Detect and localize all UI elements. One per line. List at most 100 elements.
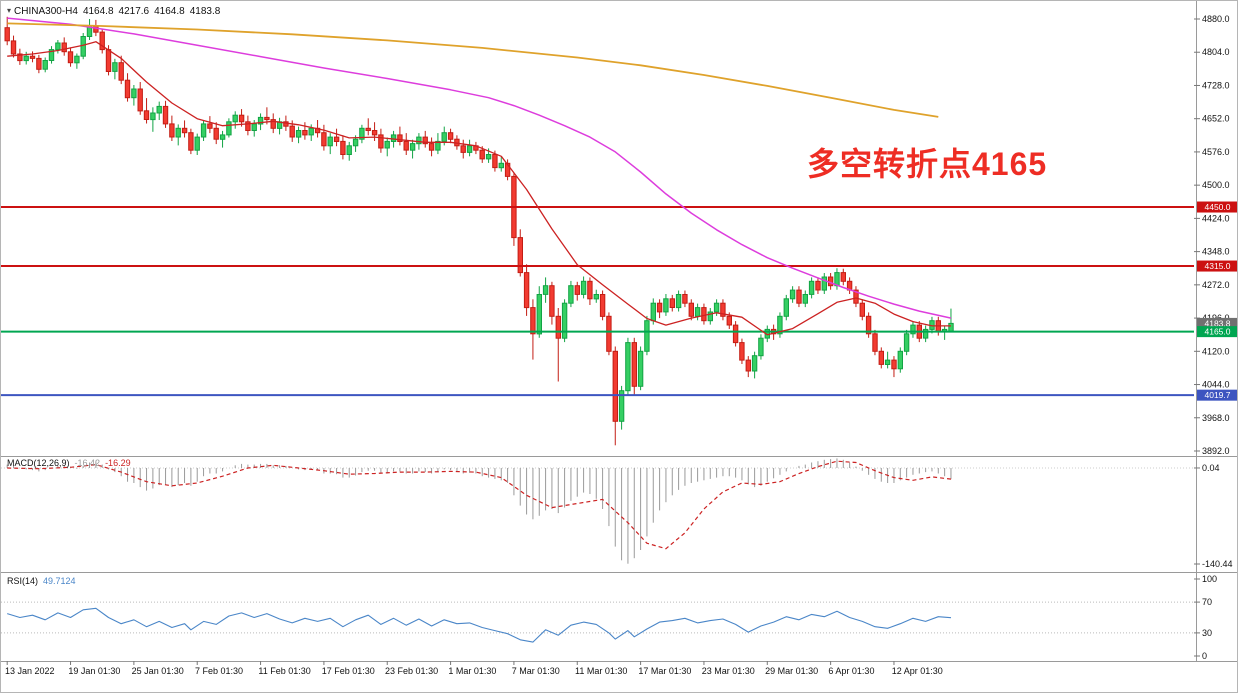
candle-body [131, 88, 137, 99]
time-label: 17 Mar 01:30 [638, 666, 691, 676]
candle-body [181, 127, 188, 134]
candle-body [4, 27, 10, 42]
candle-body [574, 285, 580, 295]
time-label: 11 Mar 01:30 [575, 666, 627, 676]
candle-body [321, 132, 327, 147]
candle-body [910, 324, 916, 335]
candle-body [251, 123, 257, 132]
candle-body [498, 162, 505, 169]
candle-body [568, 285, 574, 304]
candle-body [397, 134, 403, 142]
time-label: 11 Feb 01:30 [258, 666, 310, 676]
price-tag-label: 4450.0 [1205, 202, 1231, 212]
candle-body [884, 359, 891, 366]
candle-body [118, 62, 124, 81]
candle-body [200, 123, 207, 138]
time-label: 1 Mar 01:30 [448, 666, 496, 676]
candle-body [612, 350, 618, 422]
time-label: 7 Mar 01:30 [512, 666, 560, 676]
price-tick-label: 3968.0 [1202, 413, 1230, 423]
ohlc-open: 4164.8 [82, 6, 114, 17]
macd-name: MACD(12,26,9) [7, 458, 70, 468]
price-tick-label: 4804.0 [1202, 47, 1230, 57]
candle-body [245, 121, 251, 132]
price-tag-label: 4183.8 [1205, 318, 1231, 328]
candle-body [517, 237, 523, 274]
candle-body [162, 105, 169, 125]
candle-body [42, 60, 48, 70]
symbol-dropdown-icon[interactable]: ▾ [7, 6, 12, 15]
candle-body [853, 289, 859, 304]
candle-body [36, 57, 42, 70]
candle-body [219, 134, 226, 140]
candle-body [479, 149, 485, 160]
candle-body [536, 294, 542, 335]
candle-body [23, 55, 29, 62]
ohlc-close: 4183.8 [189, 6, 221, 17]
candle-body [618, 390, 625, 422]
candle-body [340, 140, 346, 155]
candle-body [137, 88, 143, 112]
candle-body [561, 302, 568, 339]
macd-value-signal: -16.29 [105, 458, 131, 468]
macd-tick-label: -140.44 [1202, 559, 1233, 569]
time-label: 25 Jan 01:30 [132, 666, 184, 676]
candle-body [606, 315, 612, 352]
price-tag-label: 4315.0 [1205, 261, 1231, 271]
price-tick-label: 4728.0 [1202, 80, 1230, 90]
candle-body [99, 31, 105, 51]
candle-body [707, 311, 713, 322]
candle-body [213, 127, 219, 140]
candle-body [302, 130, 308, 136]
candle-body [289, 125, 295, 138]
candle-body [295, 130, 302, 138]
candle-body [802, 294, 808, 304]
rsi-indicator-label: RSI(14) 49.7124 [7, 576, 76, 586]
candle-body [175, 127, 181, 138]
time-label: 23 Feb 01:30 [385, 666, 438, 676]
candle-body [922, 328, 929, 339]
candle-body [891, 359, 897, 370]
candle-body [226, 121, 232, 136]
candle-body [777, 315, 783, 335]
candle-body [346, 145, 352, 156]
candle-body [384, 140, 390, 149]
price-tick-label: 4272.0 [1202, 280, 1230, 290]
candle-body [549, 285, 555, 317]
rsi-tick-label: 30 [1202, 628, 1212, 638]
price-tick-label: 4120.0 [1202, 346, 1230, 356]
candle-body [732, 324, 739, 344]
ohlc-high: 4217.6 [118, 6, 150, 17]
candle-body [701, 307, 707, 322]
candle-body [74, 55, 80, 64]
candle-body [105, 49, 112, 72]
candle-body [257, 116, 264, 125]
candle-body [416, 136, 422, 145]
candle-body [352, 138, 359, 147]
candle-body [593, 294, 599, 300]
candle-body [859, 302, 865, 317]
candle-body [688, 302, 694, 317]
candle-body [48, 49, 55, 61]
ma-fast-line [7, 41, 951, 336]
candle-body [264, 116, 270, 121]
candle-body [435, 140, 441, 151]
macd-tick-label: 0.04 [1202, 463, 1220, 473]
price-tick-label: 4652.0 [1202, 114, 1230, 124]
candle-body [897, 350, 903, 370]
candle-body [739, 342, 745, 361]
candle-body [67, 51, 74, 64]
time-label: 6 Apr 01:30 [828, 666, 874, 676]
candle-body [365, 127, 371, 132]
candle-body [188, 132, 194, 151]
price-tick-label: 4880.0 [1202, 14, 1230, 24]
candle-body [150, 112, 156, 121]
macd-signal-line [7, 460, 952, 550]
candle-body [821, 276, 827, 291]
candle-body [555, 315, 561, 339]
candle-body [663, 298, 669, 313]
candle-body [865, 315, 872, 335]
candle-body [143, 110, 150, 121]
